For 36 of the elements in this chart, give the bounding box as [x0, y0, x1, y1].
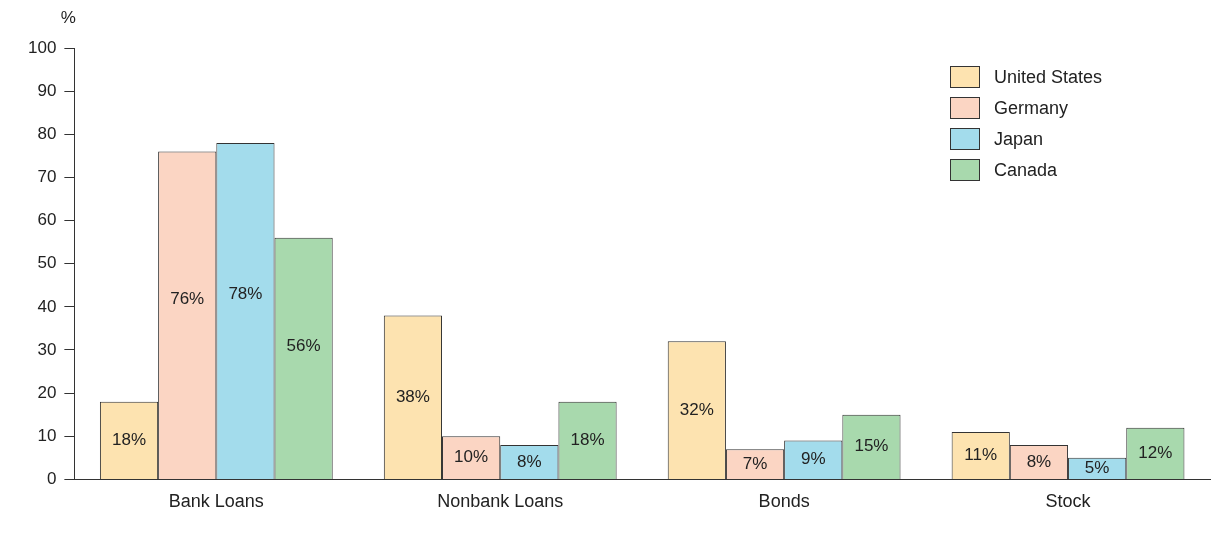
x-tick-label: Nonbank Loans	[437, 491, 564, 512]
data-label: 15%	[854, 436, 889, 456]
y-tick-label: 50	[37, 253, 57, 273]
data-label: 12%	[1138, 442, 1173, 462]
x-tick-label: Bank Loans	[168, 491, 264, 512]
data-label: 18%	[570, 430, 605, 450]
data-label: 10%	[454, 447, 489, 467]
data-label: 18%	[112, 430, 147, 450]
y-axis-title: %	[60, 7, 76, 27]
data-label: 5%	[1084, 458, 1110, 478]
y-tick-label: 30	[37, 339, 57, 359]
data-label: 32%	[679, 399, 714, 419]
data-label: 11%	[964, 445, 998, 465]
data-label: 7%	[742, 453, 768, 473]
y-tick-label: 100	[27, 37, 57, 57]
data-label: 8%	[517, 451, 542, 471]
y-tick-label: 10	[37, 425, 57, 445]
data-label: 78%	[228, 283, 263, 303]
y-tick-label: 60	[37, 210, 57, 230]
data-label: 38%	[395, 386, 430, 406]
data-label: 8%	[1026, 451, 1052, 471]
legend-label: Japan	[993, 128, 1043, 150]
y-tick-label: 70	[37, 167, 57, 187]
x-tick-label: Bonds	[758, 491, 810, 512]
legend-label: Germany	[993, 97, 1068, 119]
legend-label: Canada	[993, 159, 1057, 181]
legend-label: United States	[993, 66, 1102, 88]
y-tick-label: 0	[46, 469, 57, 489]
y-tick-label: 40	[37, 296, 57, 316]
data-label: 9%	[800, 449, 826, 469]
data-label: 56%	[286, 335, 321, 355]
y-tick-label: 20	[37, 382, 57, 402]
y-tick-label: 90	[37, 80, 57, 100]
x-tick-label: Stock	[1045, 491, 1092, 512]
data-label: 76%	[170, 288, 205, 308]
y-tick-label: 80	[37, 123, 57, 143]
